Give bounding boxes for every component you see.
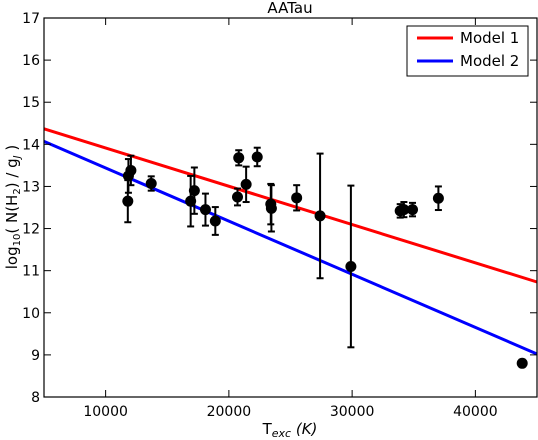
y-tick-label: 8 — [31, 390, 40, 406]
legend-box — [406, 25, 529, 77]
y-axis-label-mid: ) / g — [3, 158, 21, 188]
x-tick-label: 20000 — [207, 404, 252, 420]
data-point-marker — [199, 204, 211, 216]
y-axis-label-prefix: log — [3, 246, 21, 269]
y-tick-label: 16 — [22, 53, 40, 69]
y-axis-label-sub: 10 — [12, 234, 23, 247]
y-tick-label: 11 — [22, 264, 40, 280]
data-point — [407, 201, 419, 218]
data-point — [432, 185, 444, 212]
legend-label-model-1: Model 1 — [460, 29, 519, 47]
data-point-marker — [291, 192, 303, 204]
data-point — [345, 184, 357, 349]
data-point-marker — [265, 202, 277, 214]
data-point — [145, 175, 157, 192]
data-point-marker — [398, 204, 410, 216]
x-tick-label: 10000 — [83, 404, 128, 420]
x-axis-label-sub: exc — [272, 427, 291, 440]
y-tick-label: 9 — [31, 348, 40, 364]
data-point — [398, 201, 410, 219]
data-point-marker — [314, 210, 326, 222]
y-axis-label: log10( N(H2) / gJ ) — [3, 145, 23, 270]
chart-title: AATau — [267, 0, 312, 17]
x-axis-ticks: 10000 20000 30000 40000 — [83, 18, 498, 420]
y-tick-label: 13 — [22, 179, 40, 195]
data-point-marker — [188, 185, 200, 197]
data-point — [122, 158, 134, 194]
y-tick-label: 12 — [22, 222, 40, 238]
y-axis-label-main: ( N(H — [3, 195, 21, 234]
data-point — [314, 152, 326, 280]
y-axis-label-jsub: J — [12, 155, 23, 160]
y-axis-ticks: 8 9 10 11 12 13 14 15 16 17 — [22, 11, 537, 406]
data-point-marker — [122, 195, 134, 207]
data-point-marker — [145, 177, 157, 189]
data-point — [251, 146, 263, 168]
data-point-marker — [240, 178, 252, 190]
x-tick-label: 30000 — [330, 404, 375, 420]
y-tick-label: 10 — [22, 306, 40, 322]
data-point — [125, 154, 137, 187]
x-axis-label-unit: (K) — [296, 420, 318, 438]
data-point-marker — [251, 151, 263, 163]
legend-label-model-2: Model 2 — [460, 52, 519, 70]
y-axis-label-h2: 2 — [12, 188, 23, 194]
y-tick-label: 14 — [22, 137, 40, 153]
data-point-marker — [125, 164, 137, 176]
data-point — [232, 187, 244, 207]
series-line-model-1 — [43, 127, 538, 284]
y-tick-label: 15 — [22, 95, 40, 111]
data-point — [209, 206, 221, 236]
data-point-marker — [233, 152, 245, 164]
data-point — [265, 184, 277, 233]
x-axis-label-main: T — [262, 420, 273, 438]
plot-frame — [43, 17, 538, 398]
data-point — [233, 149, 245, 167]
data-point-marker — [432, 192, 444, 204]
x-tick-label: 40000 — [453, 404, 498, 420]
series-line-model-2 — [43, 140, 538, 356]
points-layer — [122, 146, 528, 369]
data-point — [291, 184, 303, 212]
data-point-marker — [516, 357, 528, 369]
data-point-marker — [407, 204, 419, 216]
legend: Model 1 Model 2 — [406, 25, 529, 77]
y-tick-label: 17 — [22, 11, 40, 27]
data-point-marker — [232, 191, 244, 203]
data-point — [188, 166, 200, 215]
data-point — [240, 165, 252, 204]
data-point-marker — [345, 260, 357, 272]
data-point-marker — [209, 215, 221, 227]
data-point — [516, 357, 528, 369]
series-layer — [43, 127, 538, 356]
y-axis-label-end: ) — [3, 145, 21, 156]
data-point — [199, 192, 211, 227]
x-axis-label: Texc (K) — [262, 420, 318, 440]
